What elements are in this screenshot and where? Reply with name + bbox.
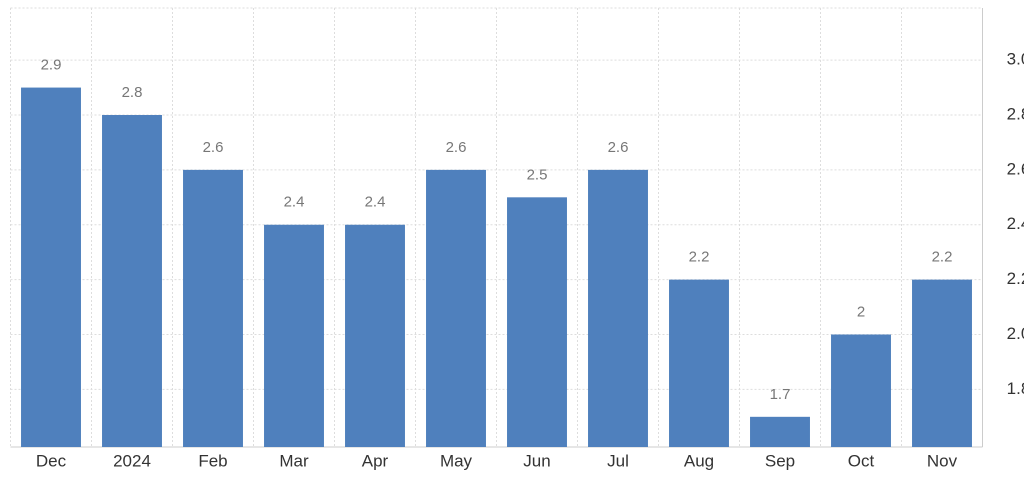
bar <box>588 169 648 447</box>
bar <box>183 169 243 447</box>
y-tick-label: 1.8 <box>1007 379 1024 398</box>
value-label: 2.4 <box>284 194 305 211</box>
value-label: 2.5 <box>527 166 548 183</box>
bar <box>669 279 729 447</box>
x-tick-label: Oct <box>848 451 875 470</box>
x-tick-label: Jul <box>607 451 629 470</box>
value-label: 2.6 <box>608 139 629 156</box>
bar <box>426 169 486 447</box>
bar <box>21 87 81 447</box>
bar <box>345 224 405 447</box>
x-tick-label: Nov <box>927 451 958 470</box>
x-tick-label: Jun <box>523 451 550 470</box>
y-tick-label: 2.4 <box>1007 214 1024 233</box>
x-tick-label: Apr <box>362 451 389 470</box>
bar <box>102 115 162 447</box>
bar <box>831 334 891 447</box>
bar <box>507 197 567 447</box>
value-label: 2.8 <box>122 84 143 101</box>
value-label: 2.6 <box>203 139 224 156</box>
value-label: 2.6 <box>446 139 467 156</box>
x-tick-label: Sep <box>765 451 795 470</box>
y-tick-label: 3.0 <box>1007 50 1024 69</box>
x-tick-label: Feb <box>198 451 227 470</box>
y-tick-label: 2.6 <box>1007 159 1024 178</box>
x-tick-label: May <box>440 451 473 470</box>
x-tick-label: Dec <box>36 451 67 470</box>
bar <box>264 224 324 447</box>
value-label: 2 <box>857 303 865 320</box>
bar <box>750 416 810 447</box>
y-tick-label: 2.0 <box>1007 324 1024 343</box>
value-label: 2.9 <box>41 57 62 74</box>
value-label: 1.7 <box>770 386 791 403</box>
value-label: 2.4 <box>365 194 386 211</box>
y-tick-label: 2.2 <box>1007 269 1024 288</box>
y-tick-label: 2.8 <box>1007 104 1024 123</box>
value-label: 2.2 <box>932 249 953 266</box>
value-label: 2.2 <box>689 249 710 266</box>
x-tick-label: 2024 <box>113 451 151 470</box>
x-tick-label: Aug <box>684 451 714 470</box>
x-tick-label: Mar <box>279 451 309 470</box>
bar <box>912 279 972 447</box>
